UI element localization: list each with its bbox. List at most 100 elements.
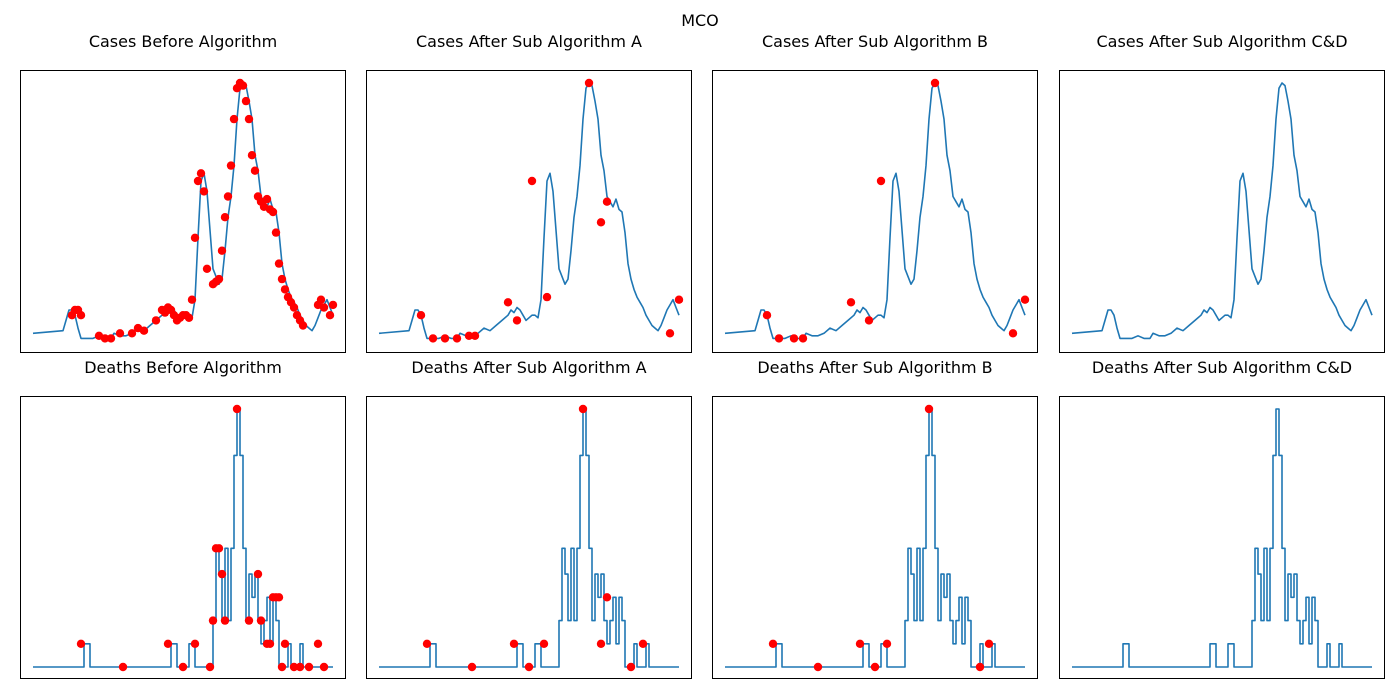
data-point-marker bbox=[313, 639, 323, 648]
data-point-marker bbox=[882, 639, 892, 648]
data-point-marker bbox=[665, 329, 675, 338]
data-point-marker bbox=[295, 662, 305, 672]
data-point-marker bbox=[975, 662, 985, 672]
data-point-marker bbox=[244, 616, 254, 625]
data-point-marker bbox=[220, 616, 230, 625]
data-point-marker bbox=[205, 662, 215, 672]
data-point-marker bbox=[467, 662, 477, 672]
data-point-marker bbox=[674, 295, 684, 304]
data-point-marker bbox=[274, 259, 284, 268]
data-point-marker bbox=[602, 593, 612, 602]
data-point-marker bbox=[984, 639, 994, 648]
data-point-marker bbox=[470, 331, 480, 340]
data-point-marker bbox=[602, 197, 612, 206]
data-point-marker bbox=[596, 218, 606, 227]
data-point-marker bbox=[256, 616, 266, 625]
data-point-marker bbox=[319, 662, 329, 672]
data-point-marker bbox=[271, 228, 281, 237]
data-point-marker bbox=[512, 316, 522, 325]
data-point-marker bbox=[638, 639, 648, 648]
chart-panel-5: Deaths Before Algorithm bbox=[20, 358, 346, 679]
chart-panel-8: Deaths After Sub Algorithm C&D bbox=[1059, 358, 1385, 679]
data-point-marker bbox=[118, 662, 128, 672]
data-point-marker bbox=[184, 313, 194, 322]
data-point-marker bbox=[187, 295, 197, 304]
data-point-marker bbox=[127, 329, 137, 338]
chart-title: Deaths Before Algorithm bbox=[84, 358, 282, 377]
data-point-marker bbox=[139, 326, 149, 335]
chart-panel-1: Cases Before Algorithm bbox=[20, 32, 346, 353]
data-point-marker bbox=[253, 569, 263, 579]
chart-title: Cases After Sub Algorithm A bbox=[415, 32, 642, 51]
data-point-marker bbox=[626, 662, 636, 672]
data-point-marker bbox=[229, 114, 239, 124]
data-point-marker bbox=[774, 334, 784, 343]
data-point-marker bbox=[280, 285, 290, 294]
chart-panel-7: Deaths After Sub Algorithm B bbox=[712, 358, 1038, 679]
chart-plot-area bbox=[366, 70, 692, 353]
chart-panel-3: Cases After Sub Algorithm B bbox=[712, 32, 1038, 353]
data-point-marker bbox=[265, 639, 275, 648]
data-point-marker bbox=[274, 593, 284, 602]
data-point-marker bbox=[1020, 295, 1030, 304]
data-point-marker bbox=[106, 334, 116, 343]
data-point-marker bbox=[316, 295, 326, 304]
data-point-marker bbox=[163, 639, 173, 648]
data-point-marker bbox=[244, 114, 254, 124]
chart-plot-area bbox=[20, 396, 346, 679]
data-point-marker bbox=[193, 176, 203, 186]
chart-title: Deaths After Sub Algorithm B bbox=[757, 358, 993, 377]
data-point-marker bbox=[578, 404, 588, 414]
data-point-marker bbox=[798, 334, 808, 343]
data-point-marker bbox=[178, 662, 188, 672]
data-point-marker bbox=[539, 639, 549, 648]
data-point-marker bbox=[304, 662, 314, 672]
data-point-marker bbox=[319, 303, 329, 312]
data-point-marker bbox=[768, 639, 778, 648]
chart-title: Deaths After Sub Algorithm C&D bbox=[1091, 358, 1353, 377]
data-point-marker bbox=[416, 311, 426, 320]
data-point-marker bbox=[241, 96, 251, 106]
data-point-marker bbox=[220, 213, 230, 222]
axes-frame bbox=[1059, 70, 1385, 353]
chart-plot-area bbox=[1059, 70, 1385, 353]
data-point-marker bbox=[190, 639, 200, 648]
data-point-marker bbox=[464, 331, 474, 340]
data-point-marker bbox=[214, 274, 224, 284]
axes-frame bbox=[366, 70, 692, 353]
data-point-marker bbox=[100, 334, 110, 343]
chart-panel-6: Deaths After Sub Algorithm A bbox=[366, 358, 692, 679]
data-point-marker bbox=[584, 78, 594, 88]
axes-frame bbox=[366, 396, 692, 679]
data-point-marker bbox=[855, 639, 865, 648]
data-point-marker bbox=[226, 161, 236, 170]
chart-plot-area bbox=[20, 70, 346, 353]
data-point-marker bbox=[217, 569, 227, 579]
data-point-marker bbox=[217, 246, 227, 255]
data-point-marker bbox=[76, 311, 86, 320]
data-point-marker bbox=[280, 639, 290, 648]
data-point-marker bbox=[440, 334, 450, 343]
data-point-marker bbox=[289, 303, 299, 312]
data-point-marker bbox=[277, 274, 287, 284]
data-point-marker bbox=[76, 639, 86, 648]
data-point-marker bbox=[196, 169, 206, 178]
data-point-marker bbox=[202, 264, 212, 273]
data-point-marker bbox=[542, 292, 552, 302]
data-point-marker bbox=[1008, 329, 1018, 338]
data-point-marker bbox=[214, 544, 224, 553]
data-point-marker bbox=[452, 334, 462, 343]
data-point-marker bbox=[813, 662, 823, 672]
data-point-marker bbox=[115, 329, 125, 338]
series-line bbox=[725, 408, 1025, 668]
chart-plot-area bbox=[1059, 396, 1385, 679]
data-point-marker bbox=[190, 233, 200, 242]
data-point-marker bbox=[428, 334, 438, 343]
data-point-marker bbox=[247, 151, 257, 160]
series-line bbox=[1071, 82, 1373, 340]
data-point-marker bbox=[151, 316, 161, 325]
chart-title: Cases Before Algorithm bbox=[88, 32, 278, 51]
axes-frame bbox=[712, 70, 1038, 353]
data-point-marker bbox=[870, 662, 880, 672]
